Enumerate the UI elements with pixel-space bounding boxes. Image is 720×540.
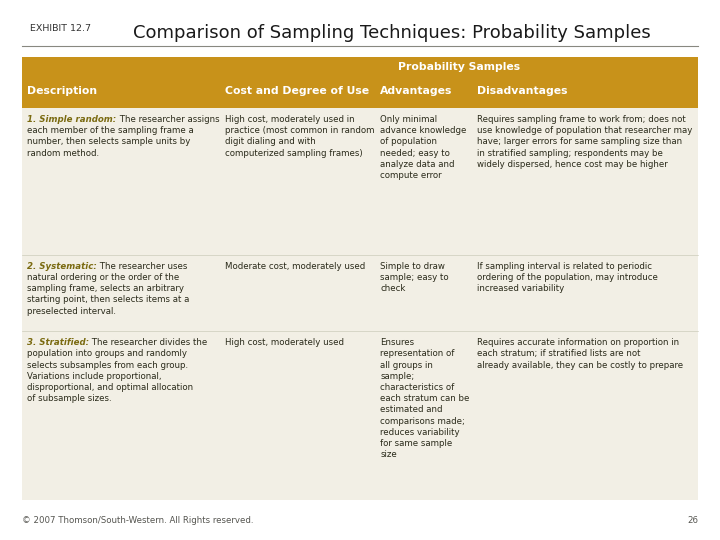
Text: © 2007 Thomson/South-Western. All Rights reserved.: © 2007 Thomson/South-Western. All Rights… (22, 516, 253, 525)
Text: Requires accurate information on proportion in: Requires accurate information on proport… (477, 338, 680, 347)
Text: random method.: random method. (27, 148, 99, 158)
Text: ordering of the population, may introduce: ordering of the population, may introduc… (477, 273, 658, 282)
Text: 1. Simple random:: 1. Simple random: (27, 115, 117, 124)
Text: use knowledge of population that researcher may: use knowledge of population that researc… (477, 126, 693, 135)
Text: number, then selects sample units by: number, then selects sample units by (27, 137, 191, 146)
Text: computerized sampling frames): computerized sampling frames) (225, 148, 363, 158)
Text: representation of: representation of (380, 349, 454, 359)
Text: advance knowledge: advance knowledge (380, 126, 467, 135)
Text: disproportional, and optimal allocation: disproportional, and optimal allocation (27, 383, 194, 392)
Text: size: size (380, 450, 397, 459)
Text: check: check (380, 284, 405, 293)
Text: have; larger errors for same sampling size than: have; larger errors for same sampling si… (477, 137, 683, 146)
Text: population into groups and randomly: population into groups and randomly (27, 349, 187, 359)
Text: Moderate cost, moderately used: Moderate cost, moderately used (225, 262, 366, 271)
Text: Only minimal: Only minimal (380, 115, 437, 124)
Text: each member of the sampling frame a: each member of the sampling frame a (27, 126, 194, 135)
Text: all groups in: all groups in (380, 361, 433, 369)
Text: 2. Systematic:: 2. Systematic: (27, 262, 97, 271)
Text: characteristics of: characteristics of (380, 383, 454, 392)
Text: The researcher divides the: The researcher divides the (89, 338, 208, 347)
Text: estimated and: estimated and (380, 406, 443, 414)
Text: selects subsamples from each group.: selects subsamples from each group. (27, 361, 189, 369)
Bar (22, 57, 698, 500)
Text: High cost, moderately used in: High cost, moderately used in (225, 115, 355, 124)
Text: compute error: compute error (380, 171, 442, 180)
Text: Simple to draw: Simple to draw (380, 262, 445, 271)
Text: Probability Samples: Probability Samples (398, 62, 520, 72)
Text: EXHIBIT 12.7: EXHIBIT 12.7 (30, 24, 91, 33)
Text: Disadvantages: Disadvantages (477, 86, 568, 96)
Text: Advantages: Advantages (380, 86, 453, 96)
Text: sampling frame, selects an arbitrary: sampling frame, selects an arbitrary (27, 284, 184, 293)
Text: comparisons made;: comparisons made; (380, 416, 465, 426)
Text: 3. Stratified:: 3. Stratified: (27, 338, 89, 347)
Text: of subsample sizes.: of subsample sizes. (27, 394, 112, 403)
Text: digit dialing and with: digit dialing and with (225, 137, 316, 146)
Text: needed; easy to: needed; easy to (380, 148, 450, 158)
Text: increased variability: increased variability (477, 284, 564, 293)
Text: 26: 26 (688, 516, 698, 525)
Text: Variations include proportional,: Variations include proportional, (27, 372, 162, 381)
Text: each stratum; if stratified lists are not: each stratum; if stratified lists are no… (477, 349, 641, 359)
Text: in stratified sampling; respondents may be: in stratified sampling; respondents may … (477, 148, 663, 158)
Text: Requires sampling frame to work from; does not: Requires sampling frame to work from; do… (477, 115, 686, 124)
Text: for same sample: for same sample (380, 439, 452, 448)
Text: widely dispersed, hence cost may be higher: widely dispersed, hence cost may be high… (477, 160, 668, 169)
Text: The researcher uses: The researcher uses (97, 262, 188, 271)
Text: sample;: sample; (380, 372, 415, 381)
Bar (22, 57, 698, 108)
Text: practice (most common in random: practice (most common in random (225, 126, 375, 135)
Text: Ensures: Ensures (380, 338, 414, 347)
Text: The researcher assigns: The researcher assigns (117, 115, 219, 124)
Text: each stratum can be: each stratum can be (380, 394, 469, 403)
Text: of population: of population (380, 137, 437, 146)
Text: natural ordering or the order of the: natural ordering or the order of the (27, 273, 179, 282)
Text: reduces variability: reduces variability (380, 428, 460, 437)
Text: already available, they can be costly to prepare: already available, they can be costly to… (477, 361, 683, 369)
Text: Cost and Degree of Use: Cost and Degree of Use (225, 86, 369, 96)
Text: Description: Description (27, 86, 97, 96)
Text: Comparison of Sampling Techniques: Probability Samples: Comparison of Sampling Techniques: Proba… (133, 24, 651, 42)
Text: starting point, then selects items at a: starting point, then selects items at a (27, 295, 190, 305)
Text: preselected interval.: preselected interval. (27, 307, 117, 315)
Text: sample; easy to: sample; easy to (380, 273, 449, 282)
Text: If sampling interval is related to periodic: If sampling interval is related to perio… (477, 262, 652, 271)
Text: High cost, moderately used: High cost, moderately used (225, 338, 344, 347)
Text: analyze data and: analyze data and (380, 160, 454, 169)
